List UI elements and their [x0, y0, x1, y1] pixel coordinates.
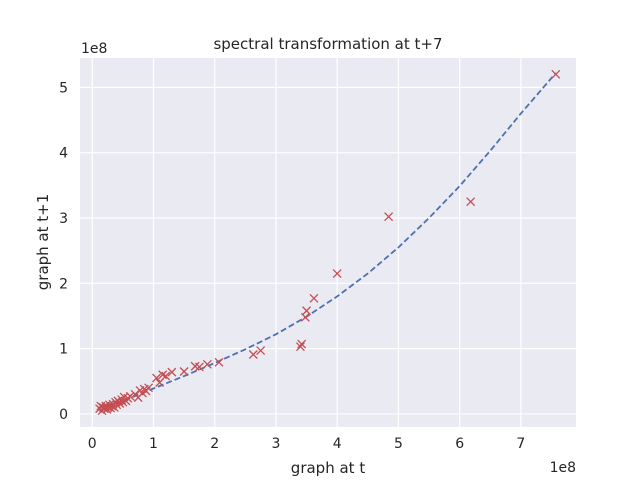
points-layer — [95, 69, 561, 416]
grid — [80, 58, 576, 427]
data-point — [309, 293, 319, 303]
plot-background — [80, 58, 576, 427]
data-point — [152, 373, 162, 383]
x-tick-label: 1 — [149, 436, 158, 452]
data-point — [332, 269, 342, 278]
data-point — [194, 362, 204, 372]
x-tick-label: 3 — [271, 436, 280, 452]
data-point — [202, 359, 212, 369]
data-point — [158, 370, 168, 380]
y-tick-label: 5 — [59, 80, 68, 96]
x-tick-label: 7 — [516, 436, 525, 452]
data-point — [297, 339, 307, 349]
data-point — [256, 346, 266, 356]
data-point — [466, 197, 476, 207]
data-point — [302, 306, 312, 316]
data-point — [384, 212, 394, 222]
x-tick-label: 4 — [333, 436, 342, 452]
data-point — [161, 371, 171, 381]
data-point — [118, 397, 128, 407]
y-axis-label: graph at t+1 — [34, 194, 52, 291]
x-tick-labels: 0 1 2 3 4 5 6 7 — [88, 436, 526, 452]
data-point — [248, 350, 258, 359]
fit-curve — [99, 72, 557, 412]
data-point — [167, 367, 177, 377]
y-tick-label: 4 — [59, 146, 68, 162]
y-tick-label: 0 — [59, 407, 68, 423]
y-tick-label: 2 — [59, 276, 68, 292]
fit-layer — [99, 72, 557, 412]
y-tick-label: 3 — [59, 211, 68, 227]
data-point — [551, 69, 561, 79]
data-point — [179, 367, 189, 376]
x-tick-label: 0 — [88, 436, 97, 452]
y-tick-labels: 0 1 2 3 4 5 — [59, 80, 68, 423]
y-tick-label: 1 — [59, 342, 68, 358]
data-point — [125, 391, 135, 401]
y-offset-label: 1e8 — [81, 41, 107, 57]
data-point — [214, 357, 224, 367]
x-tick-label: 2 — [210, 436, 219, 452]
data-point — [144, 383, 154, 393]
chart-title: spectral transformation at t+7 — [213, 35, 442, 53]
x-tick-label: 6 — [455, 436, 464, 452]
x-tick-label: 5 — [394, 436, 403, 452]
x-offset-label: 1e8 — [550, 460, 576, 476]
data-point — [295, 342, 305, 352]
x-axis-label: graph at t — [291, 459, 366, 477]
